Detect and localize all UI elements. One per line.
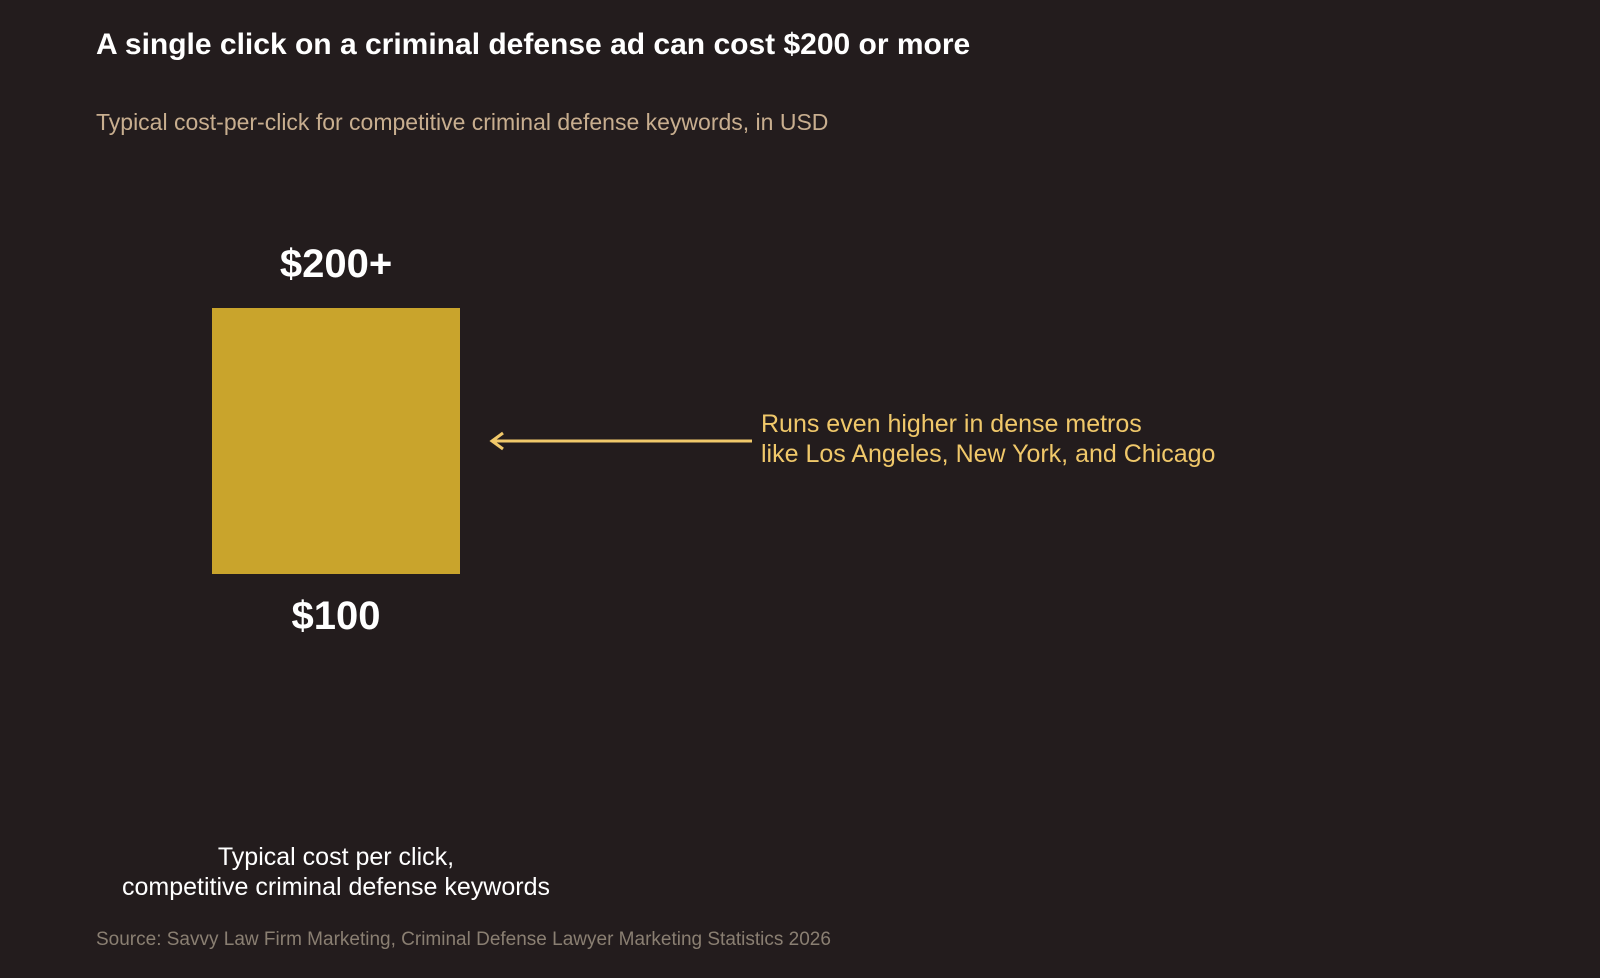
bar [212,308,460,574]
chart-subtitle: Typical cost-per-click for competitive c… [96,109,829,135]
value-label-high: $200+ [279,242,393,286]
arrow-head [489,431,504,451]
source-note: Source: Savvy Law Firm Marketing, Crimin… [96,929,831,950]
value-label-low: $100 [291,594,381,638]
chart-title: A single click on a criminal defense ad … [96,28,971,61]
annotation: Runs even higher in dense metros like Lo… [761,410,1216,468]
category-label: Typical cost per click, competitive crim… [122,843,550,901]
